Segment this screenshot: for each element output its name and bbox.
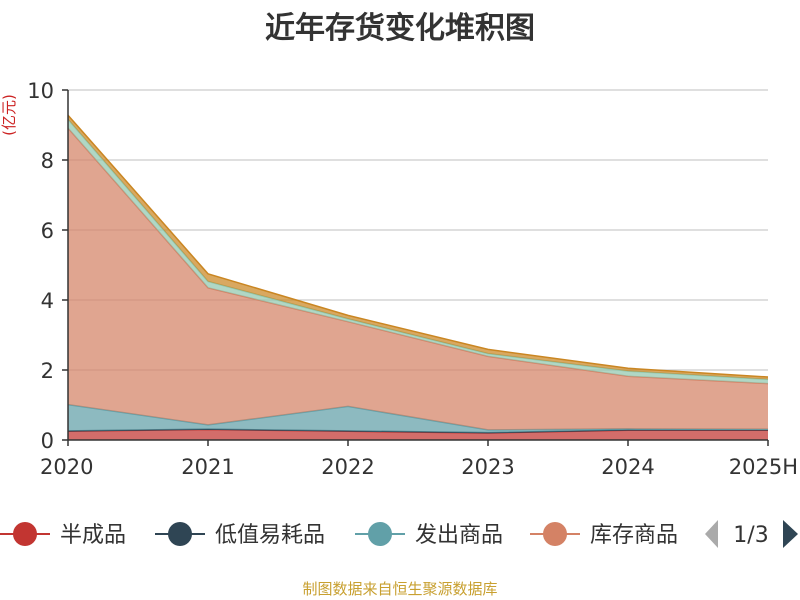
legend-marker [168,522,192,546]
y-tick-label: 6 [41,219,54,243]
legend-page-indicator: 1/3 [733,523,768,548]
area-series-4 [68,128,768,430]
x-tick-label: 2021 [181,455,234,479]
data-source-note: 制图数据来自恒生聚源数据库 [302,580,497,598]
legend: 半成品 低值易耗品 发出商品 库存商品 [0,522,678,548]
legend-item[interactable]: 发出商品 [355,522,503,548]
y-tick-label: 4 [41,289,54,313]
legend-label: 库存商品 [590,523,678,548]
legend-item[interactable]: 半成品 [0,522,126,548]
x-tick-label: 2025H [729,455,798,479]
chart-title: 近年存货变化堆积图 [265,11,535,46]
y-tick-label: 10 [27,79,54,103]
legend-label: 半成品 [60,523,126,548]
x-tick-label: 2024 [601,455,654,479]
y-tick-label: 0 [41,429,54,453]
area-series [67,114,769,440]
legend-marker [13,522,37,546]
x-tick-label: 2023 [461,455,514,479]
x-tick-label: 2022 [321,455,374,479]
legend-next-arrow-icon[interactable] [783,520,798,548]
legend-label: 低值易耗品 [215,523,325,548]
y-axis-unit: (亿元) [0,94,18,136]
legend-item[interactable]: 库存商品 [530,522,678,548]
legend-label: 发出商品 [415,523,503,548]
legend-marker [368,522,392,546]
series-line-6 [67,114,769,378]
y-axis-labels: 0 2 4 6 8 10 [27,79,54,453]
area-series-1 [68,429,768,440]
y-tick-label: 2 [41,359,54,383]
legend-prev-arrow-icon[interactable] [705,520,718,548]
legend-pager: 1/3 [705,520,798,548]
legend-marker [543,522,567,546]
axes [62,89,769,446]
legend-item[interactable]: 低值易耗品 [155,522,325,548]
x-axis-labels: 2020 2021 2022 2023 2024 2025H [40,455,798,479]
y-tick-label: 8 [41,149,54,173]
x-tick-label: 2020 [40,455,93,479]
